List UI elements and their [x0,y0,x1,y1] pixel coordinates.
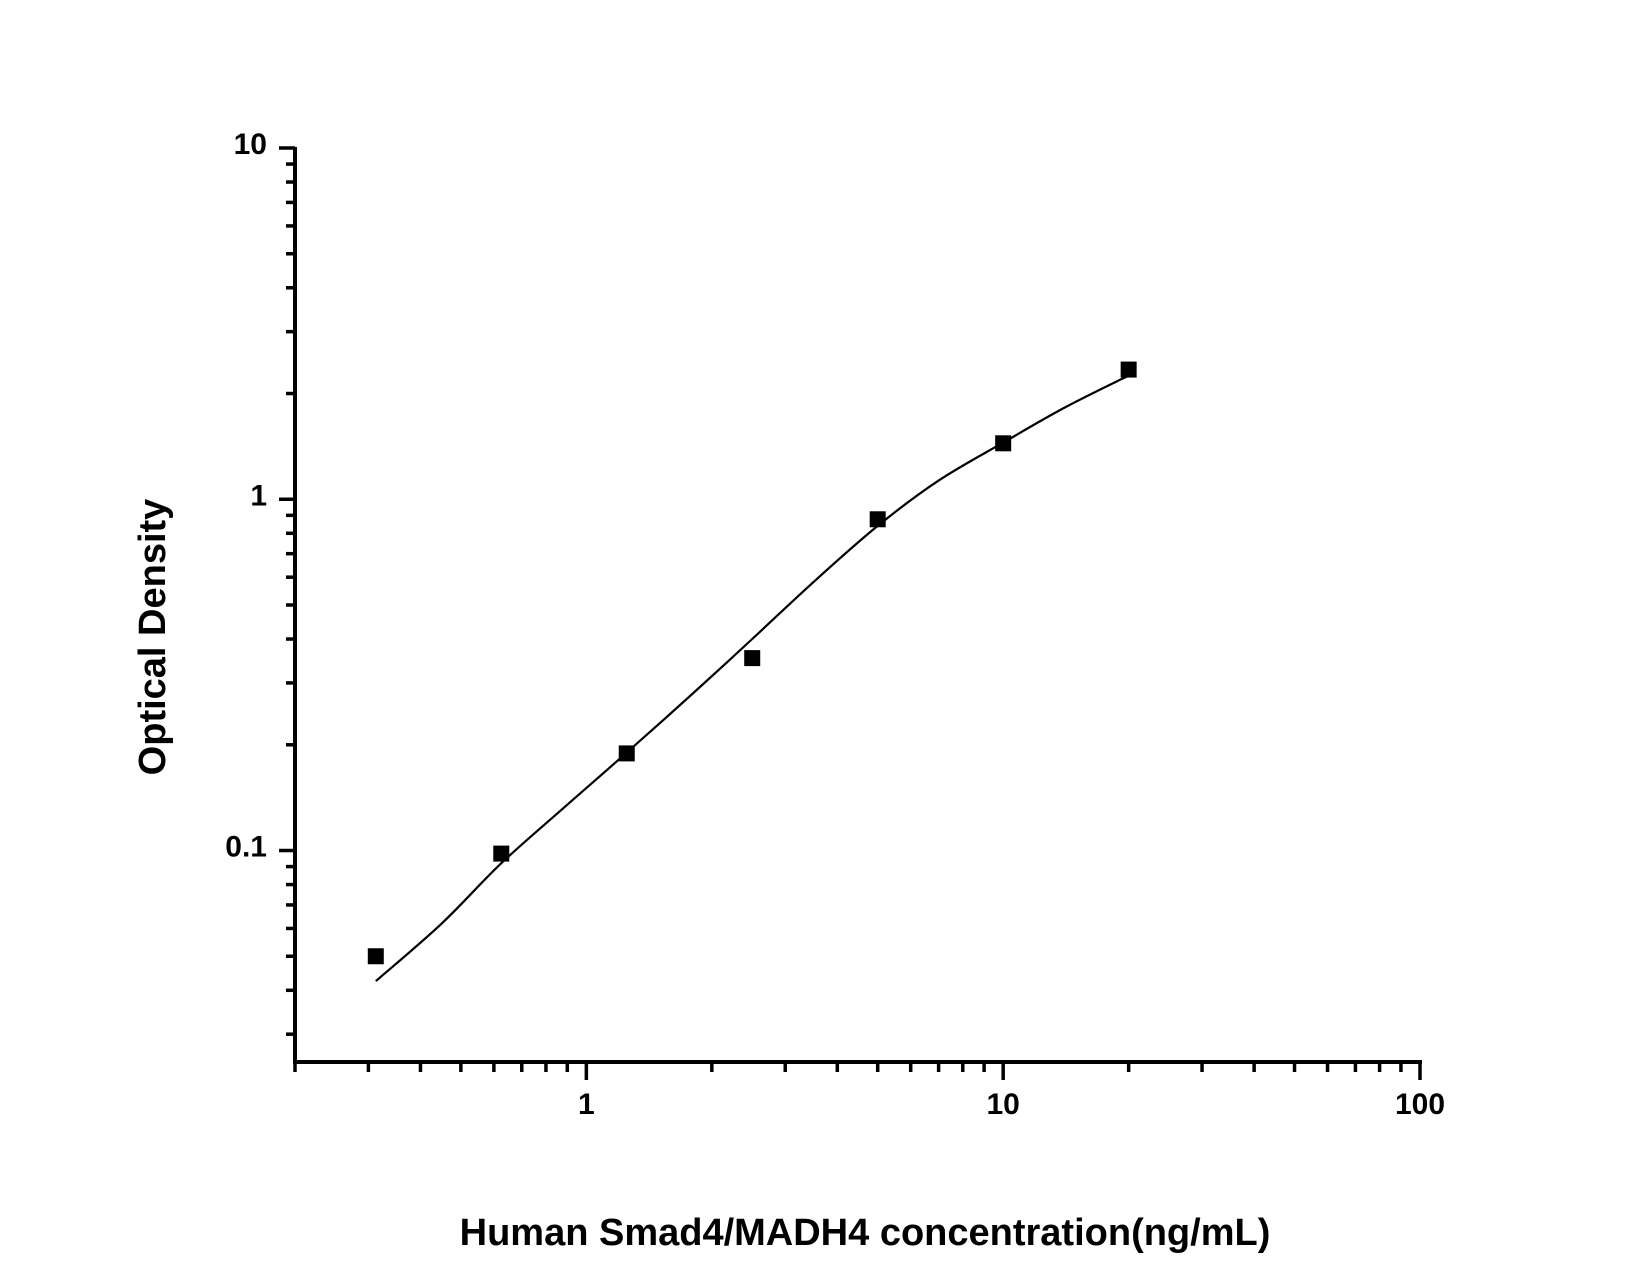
x-axis: 1 10 100 [293,1060,1445,1121]
data-point [995,435,1012,452]
data-point [618,745,635,762]
x-tick-label: 10 [986,1088,1019,1121]
y-tick-label: 10 [234,128,267,161]
x-tick-label: 1 [578,1088,595,1121]
x-axis-title: Human Smad4/MADH4 concentration(ng/mL) [460,1212,1271,1254]
y-axis-title: Optical Density [132,499,174,776]
x-tick-label: 100 [1395,1088,1445,1121]
data-point [1120,361,1137,378]
y-axis: 0.1 1 10 [225,128,297,1064]
y-tick-label: 1 [250,479,267,512]
fitted-curve [375,374,1130,982]
data-point [493,845,510,862]
data-points [367,361,1137,965]
y-tick-label: 0.1 [225,831,267,864]
data-point [744,650,761,667]
data-point [869,511,886,528]
data-point [367,948,384,965]
